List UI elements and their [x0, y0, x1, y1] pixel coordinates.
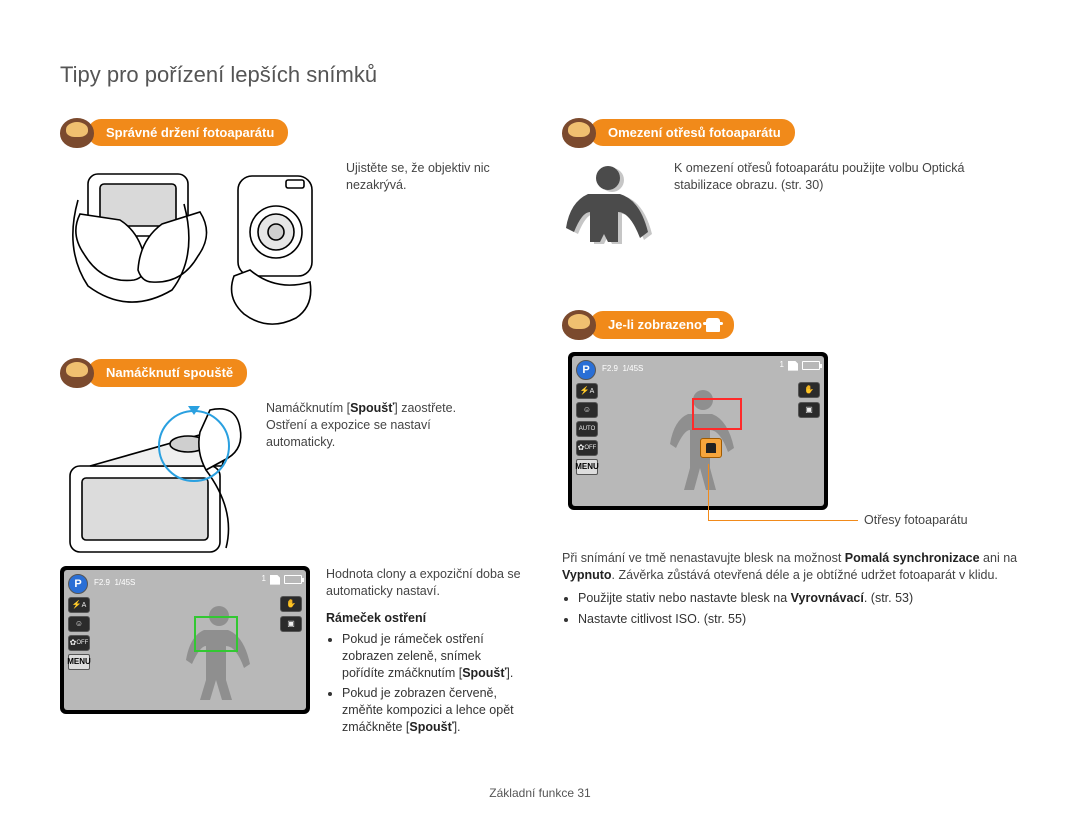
mode-p-icon: P	[576, 360, 596, 380]
lcd-preview-green: P ⚡A ☺ ✿OFF MENU F2.9 1/45S 1	[60, 566, 310, 714]
low-light-text: Při snímání ve tmě nenastavujte blesk na…	[562, 550, 1024, 584]
auto-icon: AUTO	[576, 421, 598, 437]
page-title: Tipy pro pořízení lepších snímků	[60, 60, 1024, 90]
focus-green-bullet: Pokud je rámeček ostření zobrazen zeleně…	[342, 631, 522, 682]
exposure-readout: F2.9 1/45S	[94, 578, 135, 589]
off-icon: ✿OFF	[576, 440, 598, 456]
shot-count: 1	[780, 360, 784, 371]
heading-half-press: Namáčknutí spouště	[88, 359, 247, 387]
mode-p-icon: P	[68, 574, 88, 594]
shake-reduce-text: K omezení otřesů fotoaparátu použijte vo…	[674, 160, 974, 194]
menu-chip: MENU	[576, 459, 598, 475]
section-shake-reduce: Omezení otřesů fotoaparátu K omezení otř…	[562, 118, 1024, 261]
lcd-preview-red: P ⚡A ☺ AUTO ✿OFF MENU F2.9 1/45S 1	[568, 352, 828, 510]
hold-camera-text: Ujistěte se, že objektiv nic nezakrývá.	[346, 160, 496, 194]
hand-icon	[706, 318, 720, 332]
section-when-shown: Je-li zobrazeno P ⚡A ☺ AUTO ✿OFF MENU	[562, 310, 1024, 628]
focus-box-red	[692, 398, 742, 430]
focus-icon: ▣	[798, 402, 820, 418]
focus-red-bullet: Pokud je zobrazen červeně, změňte kompoz…	[342, 685, 522, 736]
flash-auto-icon: ⚡A	[68, 597, 90, 613]
focus-icon: ▣	[280, 616, 302, 632]
exposure-readout: F2.9 1/45S	[602, 364, 643, 375]
half-press-illustration	[60, 400, 250, 560]
cookie-icon	[60, 358, 94, 388]
heading-hold-camera: Správné držení fotoaparátu	[88, 119, 288, 147]
face-icon: ☺	[576, 402, 598, 418]
sd-icon	[270, 575, 280, 585]
half-press-text: Namáčknutím [Spoušť] zaostřete. Ostření …	[266, 400, 466, 451]
focus-box-green	[194, 616, 238, 652]
cookie-icon	[60, 118, 94, 148]
shake-warning-icon	[700, 438, 722, 458]
tripod-bullet: Použijte stativ nebo nastavte blesk na V…	[578, 590, 1024, 607]
cookie-icon	[562, 310, 596, 340]
page-footer: Základní funkce 31	[0, 785, 1080, 801]
left-column: Správné držení fotoaparátu	[60, 118, 522, 764]
auto-exposure-text: Hodnota clony a expoziční doba se automa…	[326, 566, 522, 600]
stab-icon: ✋	[798, 382, 820, 398]
focus-frame-heading: Rámeček ostření	[326, 610, 522, 627]
iso-bullet: Nastavte citlivost ISO. (str. 55)	[578, 611, 1024, 628]
heading-when-shown: Je-li zobrazeno	[590, 311, 734, 339]
stab-icon: ✋	[280, 596, 302, 612]
shake-callout-label: Otřesy fotoaparátu	[864, 512, 968, 529]
right-column: Omezení otřesů fotoaparátu K omezení otř…	[562, 118, 1024, 764]
menu-chip: MENU	[68, 654, 90, 670]
cookie-icon	[562, 118, 596, 148]
battery-icon	[802, 361, 820, 370]
shot-count: 1	[262, 574, 266, 585]
face-icon: ☺	[68, 616, 90, 632]
hold-camera-illustration	[60, 160, 330, 335]
off-icon: ✿OFF	[68, 635, 90, 651]
flash-auto-icon: ⚡A	[576, 383, 598, 399]
section-hold-camera: Správné držení fotoaparátu	[60, 118, 522, 335]
sd-icon	[788, 361, 798, 371]
battery-icon	[284, 575, 302, 584]
blurry-person-illustration	[562, 160, 658, 261]
section-half-press: Namáčknutí spouště	[60, 358, 522, 740]
heading-shake-reduce: Omezení otřesů fotoaparátu	[590, 119, 795, 147]
